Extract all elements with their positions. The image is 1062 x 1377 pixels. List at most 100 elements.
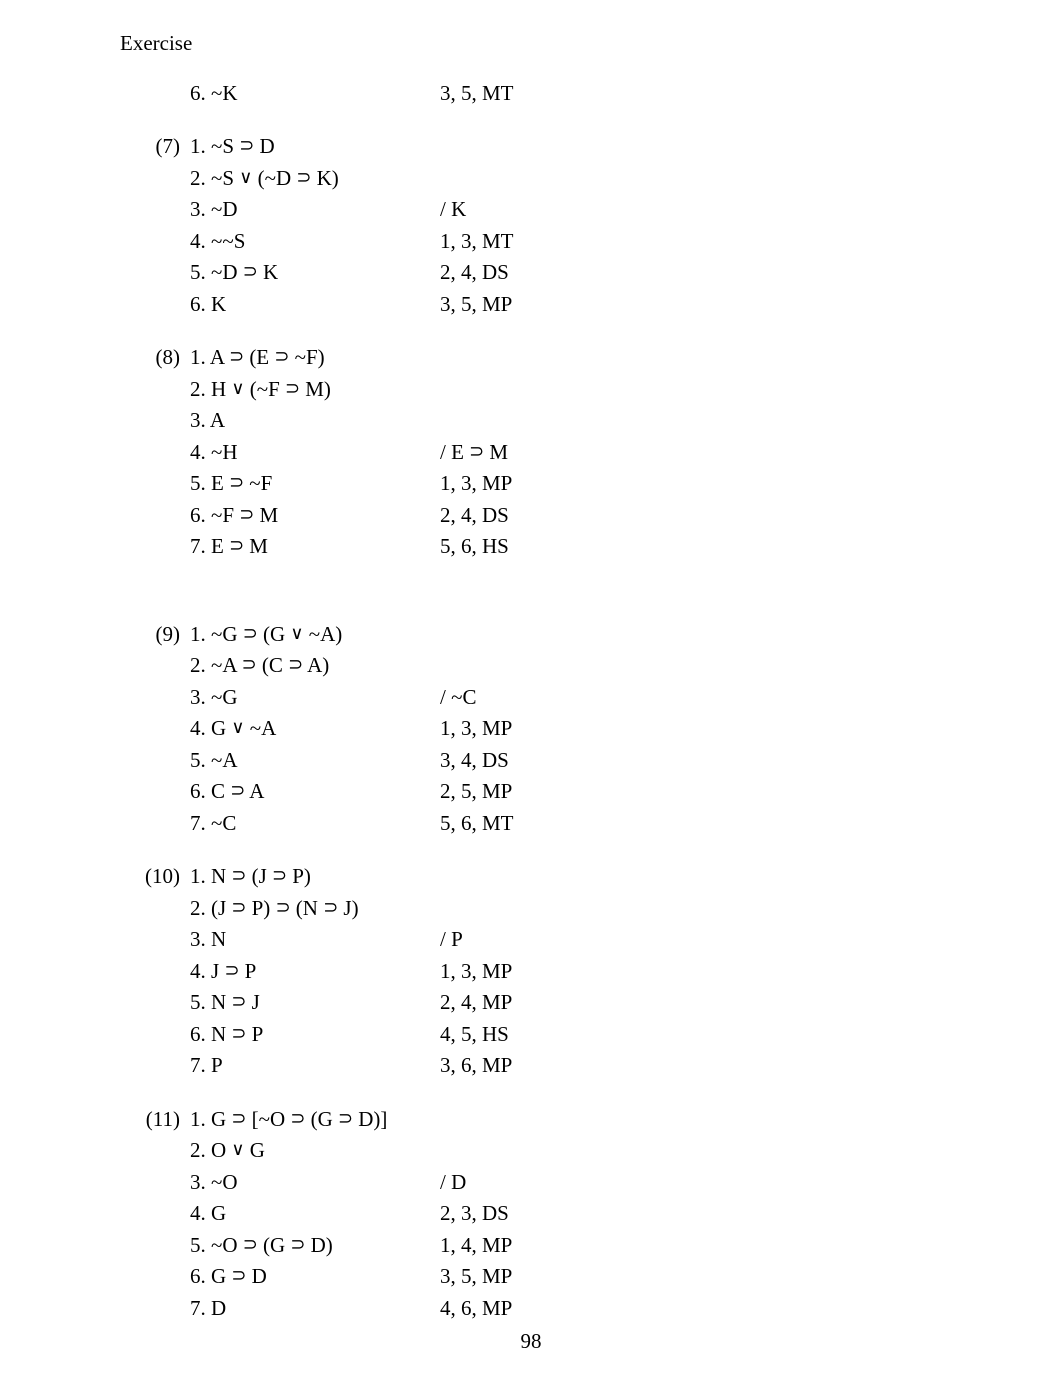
statement: 7. ~C [190,808,440,840]
proof-line: (9)1. ~G ⊃ (G ∨ ~A) [120,619,1062,651]
justification: / ~C [440,682,640,714]
proof-line: 3. ~G/ ~C [120,682,1062,714]
proof-line: (7)1. ~S ⊃ D [120,131,1062,163]
statement: 5. ~D ⊃ K [190,257,440,289]
statement: 6. K [190,289,440,321]
proof-line: 2. ~A ⊃ (C ⊃ A) [120,650,1062,682]
proof-block-top: 6. ~K3, 5, MT [120,78,1062,110]
proof-blocks: 6. ~K3, 5, MT (7)1. ~S ⊃ D2. ~S ∨ (~D ⊃ K… [120,78,1062,1325]
proof-line: 6. ~K3, 5, MT [120,78,1062,110]
proof-line: (10)1. N ⊃ (J ⊃ P) [120,861,1062,893]
proof-line: 6. N ⊃ P4, 5, HS [120,1019,1062,1051]
page-number: 98 [0,1326,1062,1358]
problem-number: (8) [120,342,190,374]
statement: 7. D [190,1293,440,1325]
proof-line: 4. G ∨ ~A1, 3, MP [120,713,1062,745]
statement: 2. ~S ∨ (~D ⊃ K) [190,163,440,195]
justification: 1, 3, MP [440,468,640,500]
proof-line: 7. ~C5, 6, MT [120,808,1062,840]
proof-line: 5. N ⊃ J2, 4, MP [120,987,1062,1019]
justification: 5, 6, HS [440,531,640,563]
proof-line: (11)1. G ⊃ [~O ⊃ (G ⊃ D)] [120,1104,1062,1136]
proof-line: 2. ~S ∨ (~D ⊃ K) [120,163,1062,195]
statement: 1. ~G ⊃ (G ∨ ~A) [190,619,440,651]
proof-line: 6. G ⊃ D3, 5, MP [120,1261,1062,1293]
proof-line: 4. ~~S1, 3, MT [120,226,1062,258]
justification: 2, 4, MP [440,987,640,1019]
proof-block-10: (10)1. N ⊃ (J ⊃ P)2. (J ⊃ P) ⊃ (N ⊃ J)3.… [120,861,1062,1082]
proof-line: 5. ~A3, 4, DS [120,745,1062,777]
statement: 4. ~H [190,437,440,469]
statement: 5. N ⊃ J [190,987,440,1019]
proof-line: 2. (J ⊃ P) ⊃ (N ⊃ J) [120,893,1062,925]
proof-line: 2. O ∨ G [120,1135,1062,1167]
statement: 3. N [190,924,440,956]
page: Exercise 6. ~K3, 5, MT (7)1. ~S ⊃ D2. ~S … [0,0,1062,1377]
statement: 4. ~~S [190,226,440,258]
proof-block-7: (7)1. ~S ⊃ D2. ~S ∨ (~D ⊃ K)3. ~D/ K4. ~… [120,131,1062,320]
statement: 2. H ∨ (~F ⊃ M) [190,374,440,406]
justification: 3, 5, MT [440,78,640,110]
proof-line: 5. ~O ⊃ (G ⊃ D)1, 4, MP [120,1230,1062,1262]
proof-line: 3. ~O/ D [120,1167,1062,1199]
proof-line: 4. G2, 3, DS [120,1198,1062,1230]
proof-line: 4. J ⊃ P1, 3, MP [120,956,1062,988]
proof-line: 6. K3, 5, MP [120,289,1062,321]
statement: 7. P [190,1050,440,1082]
proof-line: 5. ~D ⊃ K2, 4, DS [120,257,1062,289]
justification: 3, 5, MP [440,1261,640,1293]
proof-line: 3. N/ P [120,924,1062,956]
proof-line: 7. D4, 6, MP [120,1293,1062,1325]
proof-block-9: (9)1. ~G ⊃ (G ∨ ~A)2. ~A ⊃ (C ⊃ A)3. ~G/… [120,619,1062,840]
proof-block-11: (11)1. G ⊃ [~O ⊃ (G ⊃ D)]2. O ∨ G3. ~O/ … [120,1104,1062,1325]
statement: 6. C ⊃ A [190,776,440,808]
justification: 3, 5, MP [440,289,640,321]
statement: 1. G ⊃ [~O ⊃ (G ⊃ D)] [190,1104,440,1136]
proof-line: 5. E ⊃ ~F1, 3, MP [120,468,1062,500]
justification: / P [440,924,640,956]
problem-number: (10) [120,861,190,893]
statement: 3. ~G [190,682,440,714]
statement: 1. ~S ⊃ D [190,131,440,163]
proof-line: 3. A [120,405,1062,437]
proof-line: 2. H ∨ (~F ⊃ M) [120,374,1062,406]
statement: 3. A [190,405,440,437]
proof-line: 3. ~D/ K [120,194,1062,226]
statement: 4. G ∨ ~A [190,713,440,745]
problem-number: (7) [120,131,190,163]
proof-block-8: (8)1. A ⊃ (E ⊃ ~F)2. H ∨ (~F ⊃ M)3. A4. … [120,342,1062,563]
statement: 7. E ⊃ M [190,531,440,563]
proof-line: 7. P3, 6, MP [120,1050,1062,1082]
justification: 3, 6, MP [440,1050,640,1082]
statement: 4. J ⊃ P [190,956,440,988]
justification: 1, 4, MP [440,1230,640,1262]
statement: 6. N ⊃ P [190,1019,440,1051]
justification: 2, 3, DS [440,1198,640,1230]
justification: / K [440,194,640,226]
statement: 6. ~K [190,78,440,110]
statement: 2. (J ⊃ P) ⊃ (N ⊃ J) [190,893,440,925]
justification: 2, 4, DS [440,257,640,289]
proof-line: 6. C ⊃ A2, 5, MP [120,776,1062,808]
statement: 2. ~A ⊃ (C ⊃ A) [190,650,440,682]
statement: 1. N ⊃ (J ⊃ P) [190,861,440,893]
problem-number: (9) [120,619,190,651]
proof-line: 4. ~H/ E ⊃ M [120,437,1062,469]
statement: 5. ~A [190,745,440,777]
justification: 5, 6, MT [440,808,640,840]
statement: 3. ~D [190,194,440,226]
justification: / D [440,1167,640,1199]
justification: 2, 5, MP [440,776,640,808]
justification: 4, 5, HS [440,1019,640,1051]
justification: 1, 3, MP [440,713,640,745]
justification: / E ⊃ M [440,437,640,469]
statement: 1. A ⊃ (E ⊃ ~F) [190,342,440,374]
proof-line: 7. E ⊃ M5, 6, HS [120,531,1062,563]
justification: 1, 3, MP [440,956,640,988]
page-title: Exercise [120,28,1062,60]
statement: 5. ~O ⊃ (G ⊃ D) [190,1230,440,1262]
statement: 2. O ∨ G [190,1135,440,1167]
problem-number: (11) [120,1104,190,1136]
statement: 5. E ⊃ ~F [190,468,440,500]
statement: 6. ~F ⊃ M [190,500,440,532]
